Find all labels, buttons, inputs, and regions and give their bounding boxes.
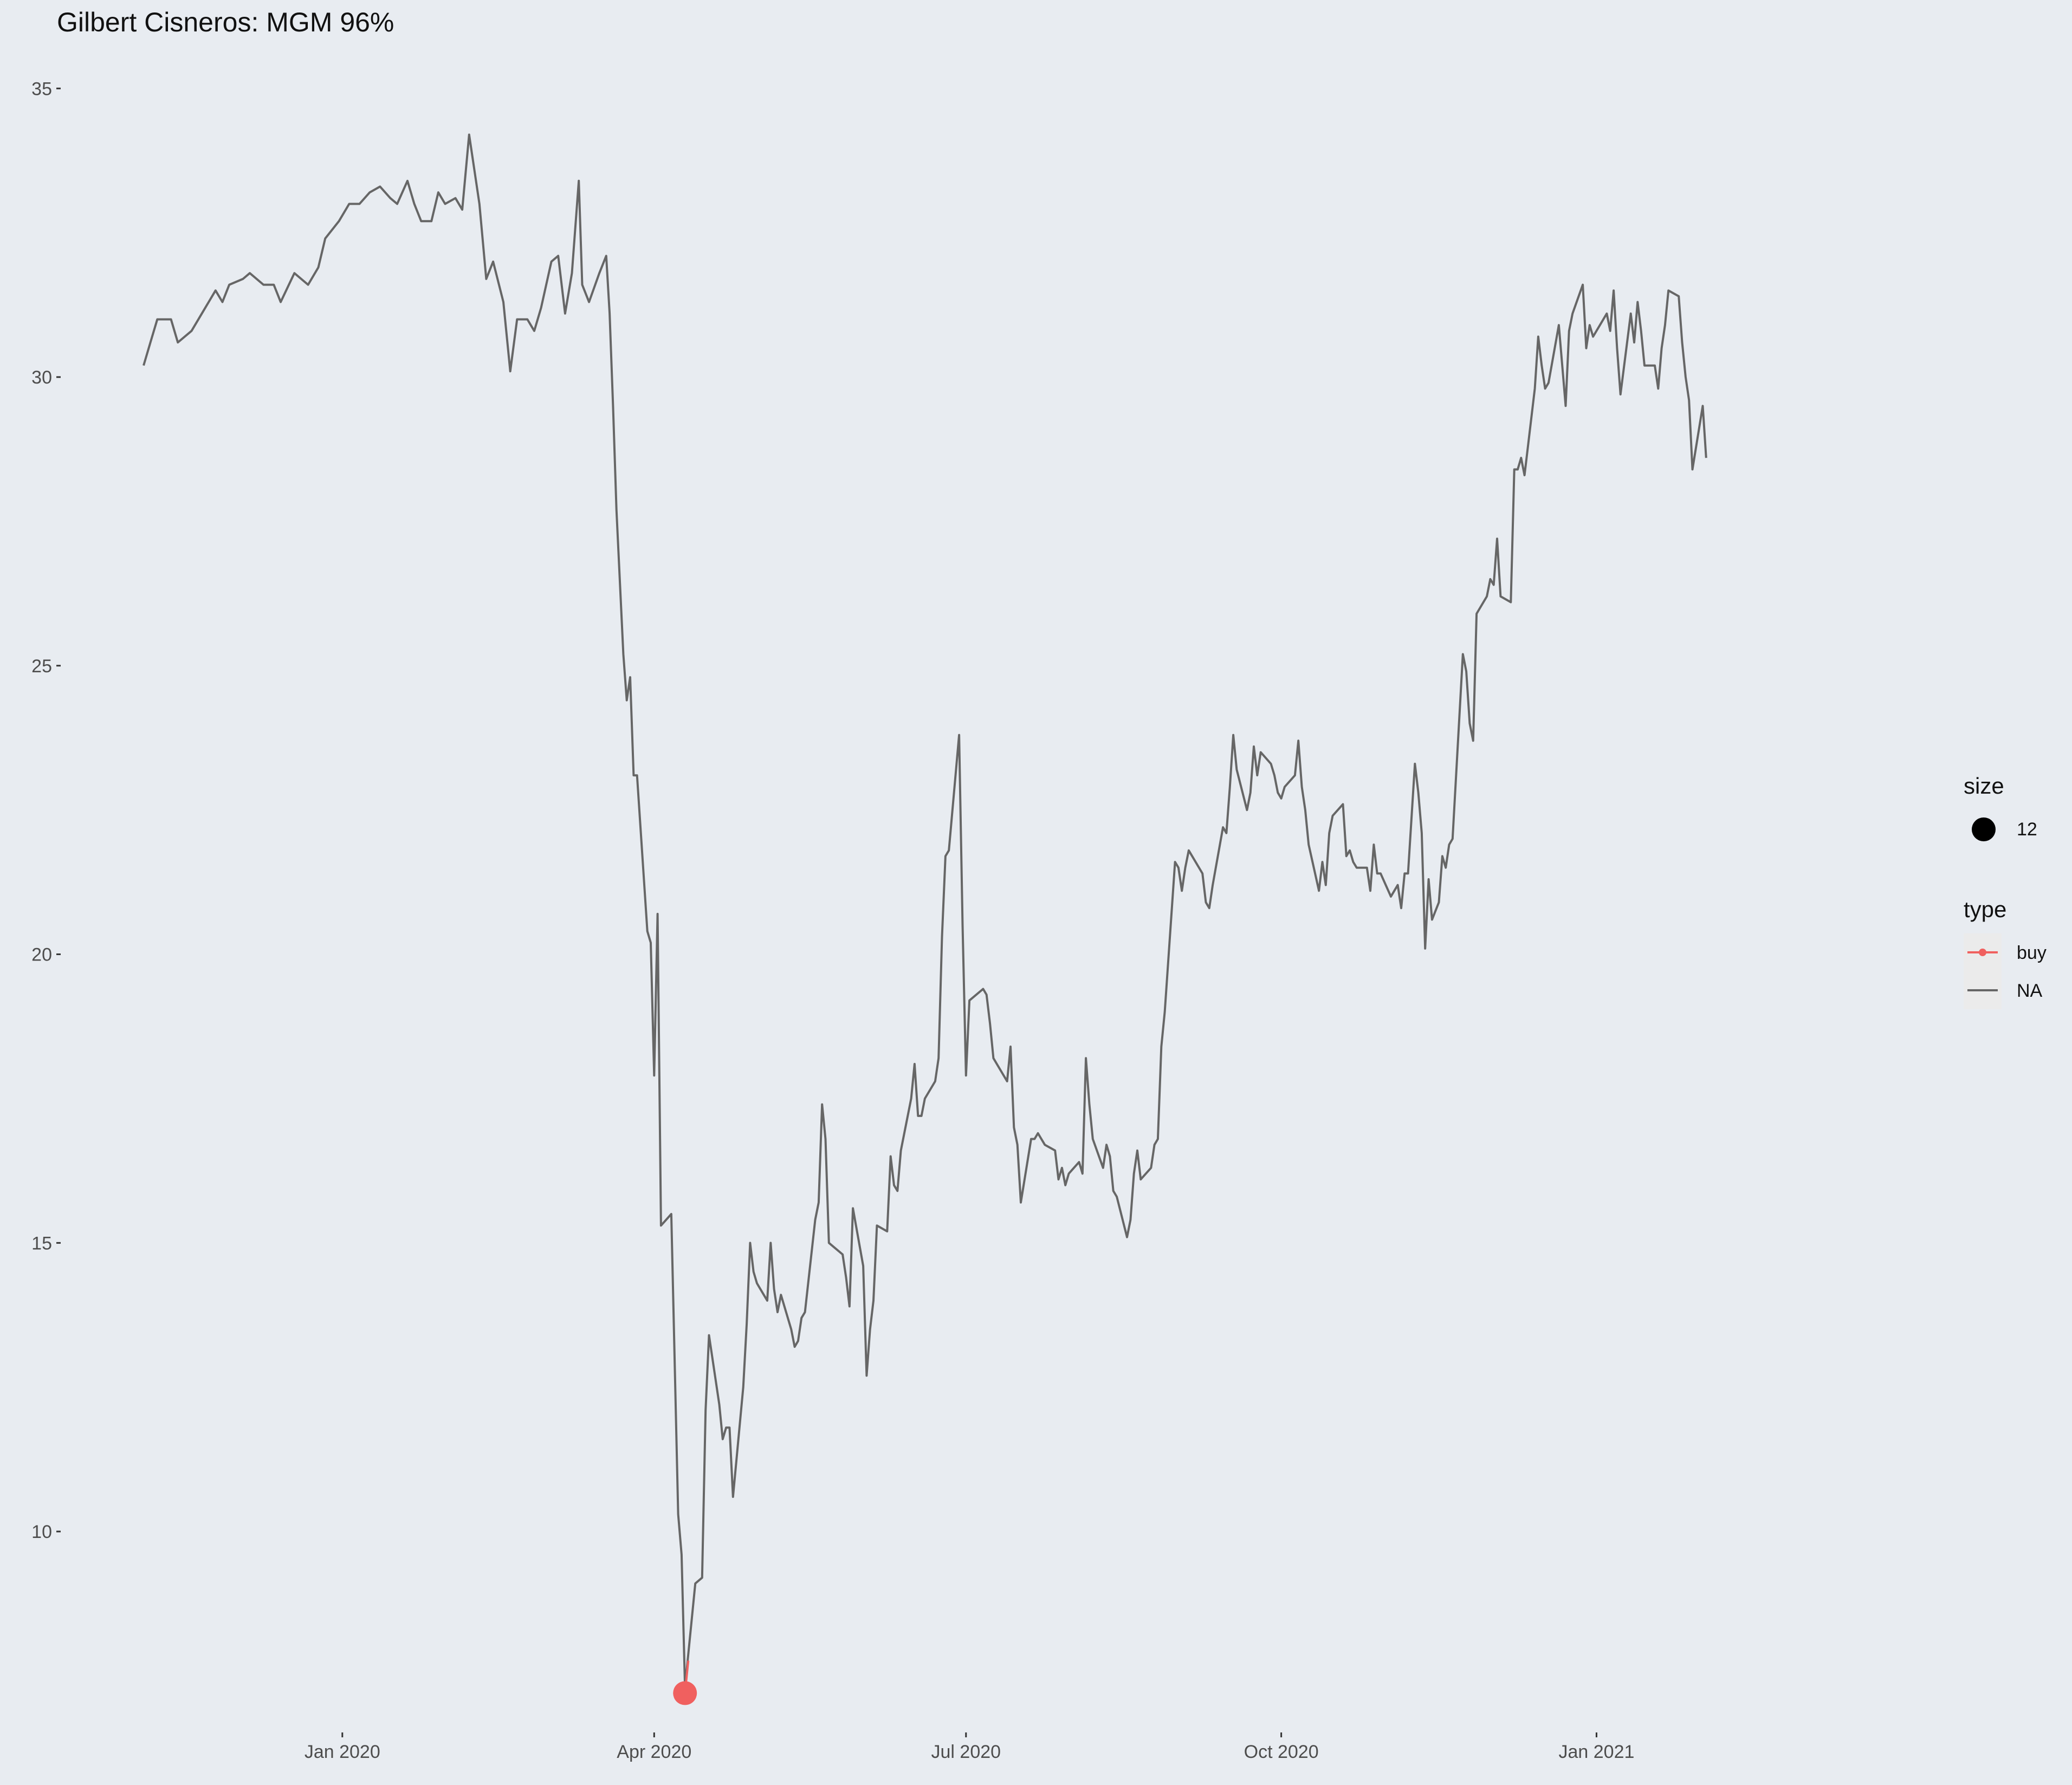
- x-tick-label-3: Oct 2020: [1244, 1742, 1319, 1762]
- x-tick-label-2: Jul 2020: [931, 1742, 1001, 1762]
- chart-title: Gilbert Cisneros: MGM 96%: [57, 7, 394, 37]
- y-tick-label-35: 35: [31, 79, 52, 99]
- x-axis: Jan 2020 Apr 2020 Jul 2020 Oct 2020 Jan 2021: [305, 1732, 1634, 1762]
- legend-label-buy: buy: [2017, 943, 2047, 963]
- legend-size-label: 12: [2017, 819, 2037, 840]
- x-tick-label-0: Jan 2020: [305, 1742, 380, 1762]
- y-tick-label-15: 15: [31, 1233, 52, 1254]
- legend-size-title: size: [1964, 773, 2004, 799]
- legend: size 12 type buy NA: [1964, 773, 2047, 1009]
- y-tick-label-25: 25: [31, 656, 52, 677]
- y-tick-label-30: 30: [31, 367, 52, 388]
- series-layer: [143, 133, 1707, 1705]
- legend-size-dot: [1972, 817, 1996, 841]
- y-tick-label-20: 20: [31, 945, 52, 965]
- x-tick-label-4: Jan 2021: [1558, 1742, 1634, 1762]
- y-tick-label-10: 10: [31, 1522, 52, 1542]
- legend-key-point-buy: [1979, 949, 1986, 956]
- x-tick-label-1: Apr 2020: [617, 1742, 691, 1762]
- series-buy-point-0: [673, 1681, 697, 1705]
- y-axis: 10 15 20 25 30 35: [31, 79, 61, 1542]
- series-line-na: [143, 133, 1707, 1689]
- legend-type-title: type: [1964, 897, 2006, 922]
- legend-label-na: NA: [2017, 981, 2043, 1001]
